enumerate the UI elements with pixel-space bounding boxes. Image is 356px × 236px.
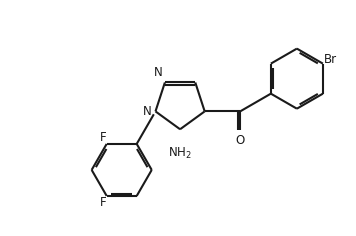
Text: Br: Br xyxy=(324,53,337,66)
Text: F: F xyxy=(100,131,106,144)
Text: N: N xyxy=(142,105,151,118)
Text: F: F xyxy=(100,196,106,209)
Text: N: N xyxy=(154,66,163,79)
Text: O: O xyxy=(236,134,245,147)
Text: NH$_2$: NH$_2$ xyxy=(168,146,192,161)
